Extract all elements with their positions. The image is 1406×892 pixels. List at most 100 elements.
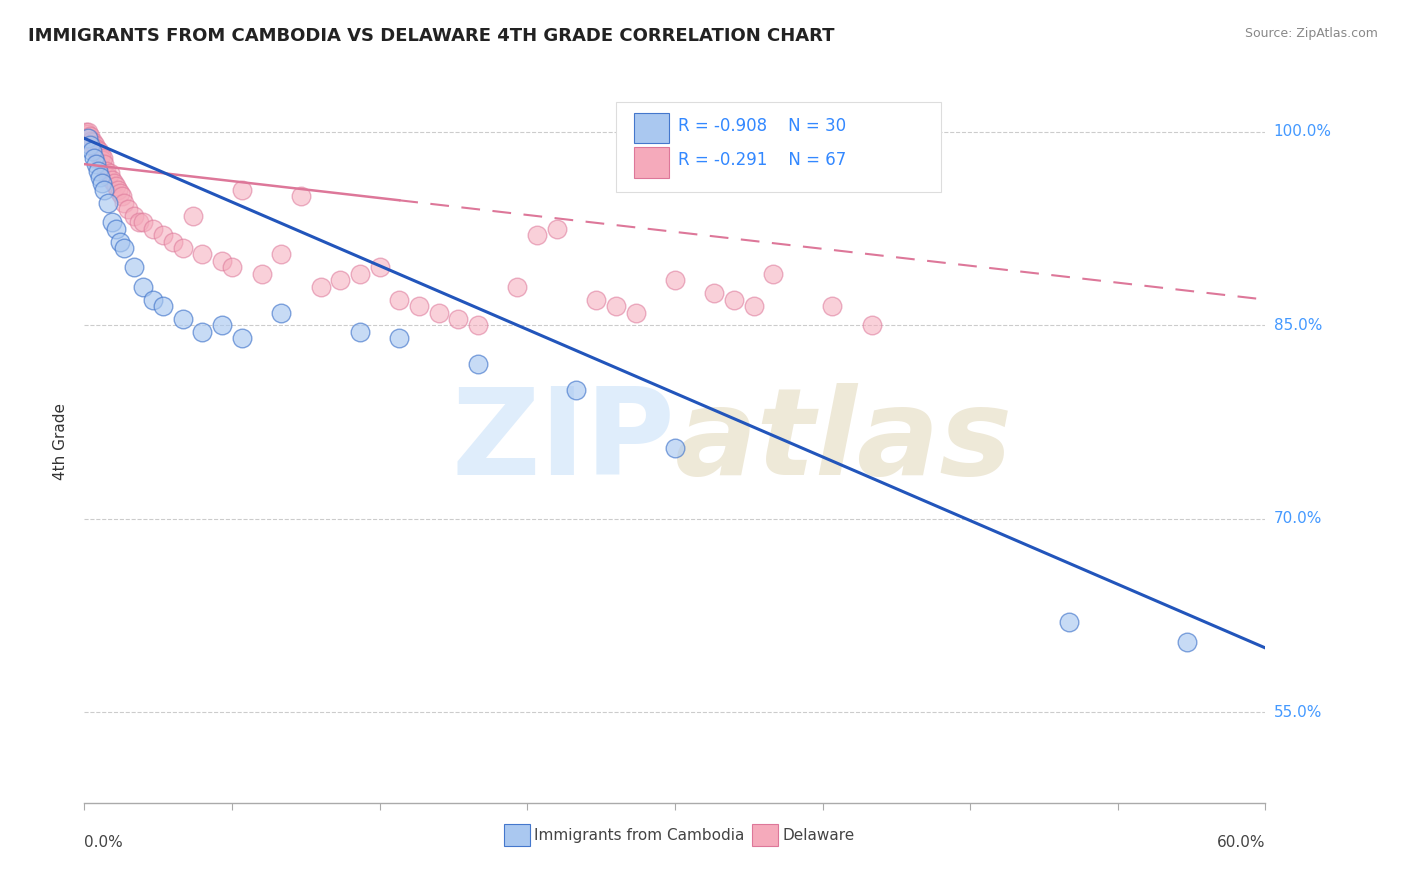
Point: [172, 241, 194, 255]
Point: [91, 151, 114, 165]
Point: [94, 163, 117, 178]
Point: [75, 125, 97, 139]
Point: [860, 318, 883, 333]
Point: [191, 247, 214, 261]
Text: atlas: atlas: [675, 383, 1012, 500]
Point: [98, 166, 121, 180]
Text: 0.0%: 0.0%: [84, 835, 124, 850]
Point: [388, 331, 411, 345]
Point: [93, 157, 115, 171]
Point: [565, 383, 588, 397]
Y-axis label: 4th Grade: 4th Grade: [53, 403, 69, 480]
Point: [97, 169, 120, 184]
Point: [83, 140, 105, 154]
Point: [77, 125, 100, 139]
Point: [1057, 615, 1080, 630]
Point: [270, 247, 292, 261]
Point: [79, 137, 101, 152]
Point: [108, 235, 131, 249]
Point: [526, 228, 548, 243]
Point: [83, 151, 105, 165]
Point: [191, 325, 214, 339]
Point: [162, 235, 184, 249]
Point: [101, 172, 124, 186]
Point: [142, 221, 165, 235]
FancyBboxPatch shape: [616, 102, 941, 193]
Text: 100.0%: 100.0%: [1274, 124, 1331, 139]
Point: [108, 186, 131, 200]
Point: [664, 273, 686, 287]
Point: [104, 179, 127, 194]
Point: [408, 299, 430, 313]
Point: [447, 312, 470, 326]
Point: [270, 305, 292, 319]
Point: [77, 131, 100, 145]
Point: [79, 131, 101, 145]
Point: [172, 312, 194, 326]
Point: [91, 153, 114, 168]
Point: [97, 195, 120, 210]
Point: [467, 318, 489, 333]
Point: [89, 169, 111, 184]
Point: [290, 189, 312, 203]
Point: [664, 441, 686, 455]
Point: [349, 325, 371, 339]
Point: [87, 146, 110, 161]
Point: [349, 267, 371, 281]
Point: [76, 128, 98, 142]
FancyBboxPatch shape: [503, 824, 530, 847]
Point: [388, 293, 411, 307]
Point: [84, 157, 107, 171]
Point: [87, 145, 111, 159]
Point: [128, 215, 150, 229]
Text: 60.0%: 60.0%: [1218, 835, 1265, 850]
Point: [122, 260, 145, 275]
Point: [86, 142, 108, 156]
Point: [585, 293, 607, 307]
Point: [93, 183, 115, 197]
Point: [112, 241, 135, 255]
Point: [762, 267, 785, 281]
Point: [152, 228, 174, 243]
Point: [467, 357, 489, 371]
Point: [142, 293, 165, 307]
FancyBboxPatch shape: [752, 824, 778, 847]
Point: [103, 177, 125, 191]
Point: [742, 299, 765, 313]
Point: [181, 209, 204, 223]
Point: [211, 318, 233, 333]
Point: [546, 221, 568, 235]
Point: [90, 148, 112, 162]
Point: [506, 279, 529, 293]
Point: [821, 299, 844, 313]
Point: [368, 260, 391, 275]
Text: Source: ZipAtlas.com: Source: ZipAtlas.com: [1244, 27, 1378, 40]
Point: [231, 331, 253, 345]
Point: [309, 279, 332, 293]
Point: [703, 286, 725, 301]
Text: R = -0.291    N = 67: R = -0.291 N = 67: [679, 152, 846, 169]
Point: [82, 145, 104, 159]
Point: [605, 299, 627, 313]
Point: [101, 215, 124, 229]
Point: [231, 183, 253, 197]
Point: [211, 253, 233, 268]
Point: [1175, 634, 1198, 648]
Text: Delaware: Delaware: [782, 828, 855, 843]
Point: [104, 221, 127, 235]
Text: 70.0%: 70.0%: [1274, 511, 1322, 526]
Point: [84, 137, 107, 152]
Point: [624, 305, 647, 319]
Point: [152, 299, 174, 313]
Point: [221, 260, 243, 275]
Text: ZIP: ZIP: [451, 383, 675, 500]
Point: [723, 293, 745, 307]
Point: [82, 137, 104, 152]
Text: IMMIGRANTS FROM CAMBODIA VS DELAWARE 4TH GRADE CORRELATION CHART: IMMIGRANTS FROM CAMBODIA VS DELAWARE 4TH…: [28, 27, 835, 45]
Point: [112, 195, 135, 210]
Point: [82, 135, 104, 149]
Point: [250, 267, 273, 281]
Point: [107, 183, 129, 197]
Point: [80, 134, 103, 148]
Point: [122, 209, 145, 223]
